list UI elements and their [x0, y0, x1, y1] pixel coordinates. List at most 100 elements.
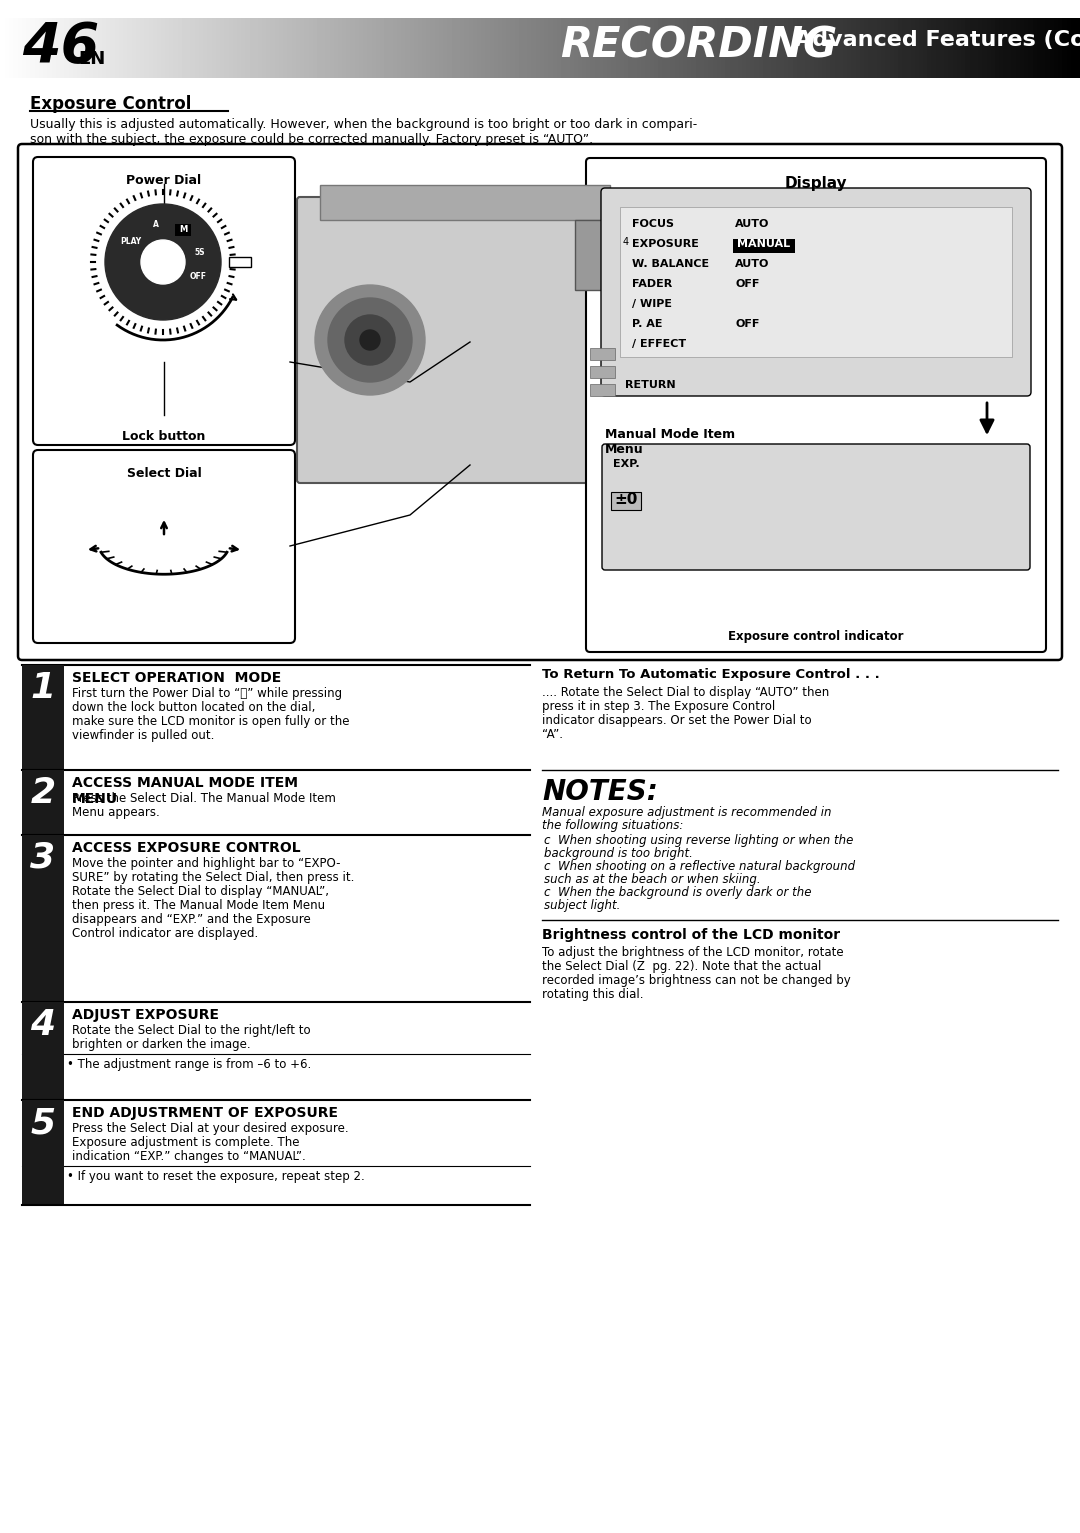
Text: AUTO: AUTO [735, 259, 769, 268]
Text: 4: 4 [30, 1009, 55, 1042]
Text: • If you want to reset the exposure, repeat step 2.: • If you want to reset the exposure, rep… [67, 1170, 365, 1183]
Text: First turn the Power Dial to “ⓜ” while pressing: First turn the Power Dial to “ⓜ” while p… [72, 687, 342, 701]
Text: press it in step 3. The Exposure Control: press it in step 3. The Exposure Control [542, 701, 775, 713]
Text: brighten or darken the image.: brighten or darken the image. [72, 1038, 251, 1052]
Bar [611, 492, 642, 510]
Bar [229, 258, 251, 267]
Text: Exposure control indicator: Exposure control indicator [728, 630, 904, 642]
Text: Usually this is adjusted automatically. However, when the background is too brig: Usually this is adjusted automatically. … [30, 118, 698, 130]
Text: viewfinder is pulled out.: viewfinder is pulled out. [72, 730, 214, 742]
Text: c  When the background is overly dark or the: c When the background is overly dark or … [544, 886, 811, 898]
Text: indication “EXP.” changes to “MANUAL”.: indication “EXP.” changes to “MANUAL”. [72, 1150, 306, 1164]
Text: subject light.: subject light. [544, 898, 620, 912]
Text: END ADJUSTRMENT OF EXPOSURE: END ADJUSTRMENT OF EXPOSURE [72, 1105, 338, 1121]
Text: then press it. The Manual Mode Item Menu: then press it. The Manual Mode Item Menu [72, 898, 325, 912]
Bar [620, 207, 1012, 357]
Text: indicator disappears. Or set the Power Dial to: indicator disappears. Or set the Power D… [542, 714, 812, 727]
Text: OFF: OFF [190, 271, 206, 281]
Text: Exposure Control: Exposure Control [30, 95, 191, 113]
FancyBboxPatch shape [602, 445, 1030, 570]
Text: 5: 5 [30, 1105, 55, 1141]
Text: Exposure adjustment is complete. The: Exposure adjustment is complete. The [72, 1136, 299, 1150]
Text: 1: 1 [30, 671, 55, 705]
Text: down the lock button located on the dial,: down the lock button located on the dial… [72, 701, 315, 714]
Circle shape [328, 297, 411, 382]
FancyBboxPatch shape [18, 144, 1062, 661]
Text: OFF: OFF [735, 319, 759, 330]
Text: Brightness control of the LCD monitor: Brightness control of the LCD monitor [542, 927, 840, 941]
Text: ACCESS EXPOSURE CONTROL: ACCESS EXPOSURE CONTROL [72, 842, 300, 855]
Text: EXPOSURE: EXPOSURE [632, 239, 699, 248]
Text: son with the subject, the exposure could be corrected manually. Factory preset i: son with the subject, the exposure could… [30, 133, 593, 146]
Text: make sure the LCD monitor is open fully or the: make sure the LCD monitor is open fully … [72, 714, 350, 728]
Bar [22, 665, 64, 770]
Bar [175, 224, 191, 236]
FancyBboxPatch shape [586, 158, 1047, 652]
Text: Lock button: Lock button [122, 429, 205, 443]
FancyBboxPatch shape [600, 189, 1031, 396]
Text: / EFFECT: / EFFECT [632, 339, 686, 350]
Bar [733, 239, 795, 253]
Text: the Select Dial (Z  pg. 22). Note that the actual: the Select Dial (Z pg. 22). Note that th… [542, 960, 822, 973]
Text: W. BALANCE: W. BALANCE [632, 259, 710, 268]
Text: background is too bright.: background is too bright. [544, 848, 693, 860]
Text: c  When shooting using reverse lighting or when the: c When shooting using reverse lighting o… [544, 834, 853, 848]
Text: Rotate the Select Dial to display “MANUAL”,: Rotate the Select Dial to display “MANUA… [72, 885, 329, 898]
Text: rotating this dial.: rotating this dial. [542, 987, 644, 1001]
Bar [22, 770, 64, 835]
Text: ±0: ±0 [615, 492, 637, 507]
Circle shape [141, 241, 185, 284]
Text: Manual exposure adjustment is recommended in: Manual exposure adjustment is recommende… [542, 806, 832, 819]
Text: “A”.: “A”. [542, 728, 563, 740]
Text: EXP.: EXP. [613, 458, 639, 469]
Bar [575, 221, 630, 290]
Text: To Return To Automatic Exposure Control . . .: To Return To Automatic Exposure Control … [542, 668, 880, 681]
Text: RETURN: RETURN [625, 380, 676, 389]
Text: 5S: 5S [194, 248, 205, 256]
FancyBboxPatch shape [33, 451, 295, 642]
Text: SURE” by rotating the Select Dial, then press it.: SURE” by rotating the Select Dial, then … [72, 871, 354, 885]
Bar [620, 245, 650, 300]
Bar [590, 366, 615, 379]
Text: 4: 4 [623, 238, 630, 247]
Text: Menu appears.: Menu appears. [72, 806, 160, 819]
Text: c  When shooting on a reflective natural background: c When shooting on a reflective natural … [544, 860, 855, 872]
Text: Move the pointer and highlight bar to “EXPO-: Move the pointer and highlight bar to “E… [72, 857, 340, 871]
Text: FADER: FADER [632, 279, 672, 290]
Bar [590, 348, 615, 360]
Text: • The adjustment range is from –6 to +6.: • The adjustment range is from –6 to +6. [67, 1058, 311, 1072]
Text: .... Rotate the Select Dial to display “AUTO” then: .... Rotate the Select Dial to display “… [542, 685, 829, 699]
Text: NOTES:: NOTES: [542, 779, 658, 806]
Circle shape [315, 285, 426, 396]
Circle shape [105, 204, 221, 320]
Text: FOCUS: FOCUS [632, 219, 674, 228]
Bar [590, 383, 615, 396]
Text: ADJUST EXPOSURE: ADJUST EXPOSURE [72, 1009, 219, 1023]
Text: Power Dial: Power Dial [126, 175, 202, 187]
Text: Control indicator are displayed.: Control indicator are displayed. [72, 927, 258, 940]
Text: OFF: OFF [735, 279, 759, 290]
Bar [320, 185, 610, 221]
Text: To adjust the brightness of the LCD monitor, rotate: To adjust the brightness of the LCD moni… [542, 946, 843, 960]
Text: Advanced Features (Cont.): Advanced Features (Cont.) [795, 31, 1080, 51]
Text: 2: 2 [30, 776, 55, 809]
Text: P. AE: P. AE [632, 319, 662, 330]
Text: 46: 46 [22, 20, 99, 74]
Circle shape [360, 330, 380, 350]
Circle shape [345, 314, 395, 365]
Text: disappears and “EXP.” and the Exposure: disappears and “EXP.” and the Exposure [72, 914, 311, 926]
FancyBboxPatch shape [297, 198, 623, 483]
FancyBboxPatch shape [33, 156, 295, 445]
Text: / WIPE: / WIPE [632, 299, 672, 310]
Text: the following situations:: the following situations: [542, 819, 684, 832]
Bar [22, 835, 64, 1003]
Text: EN: EN [78, 51, 105, 67]
Text: ACCESS MANUAL MODE ITEM
MENU: ACCESS MANUAL MODE ITEM MENU [72, 776, 298, 806]
Text: PLAY: PLAY [120, 238, 141, 247]
Text: MANUAL: MANUAL [737, 239, 791, 248]
Text: such as at the beach or when skiing.: such as at the beach or when skiing. [544, 872, 760, 886]
Text: recorded image’s brightness can not be changed by: recorded image’s brightness can not be c… [542, 973, 851, 987]
Text: Manual Mode Item
Menu: Manual Mode Item Menu [605, 428, 735, 455]
Bar [22, 1003, 64, 1101]
Text: Select Dial: Select Dial [126, 468, 201, 480]
